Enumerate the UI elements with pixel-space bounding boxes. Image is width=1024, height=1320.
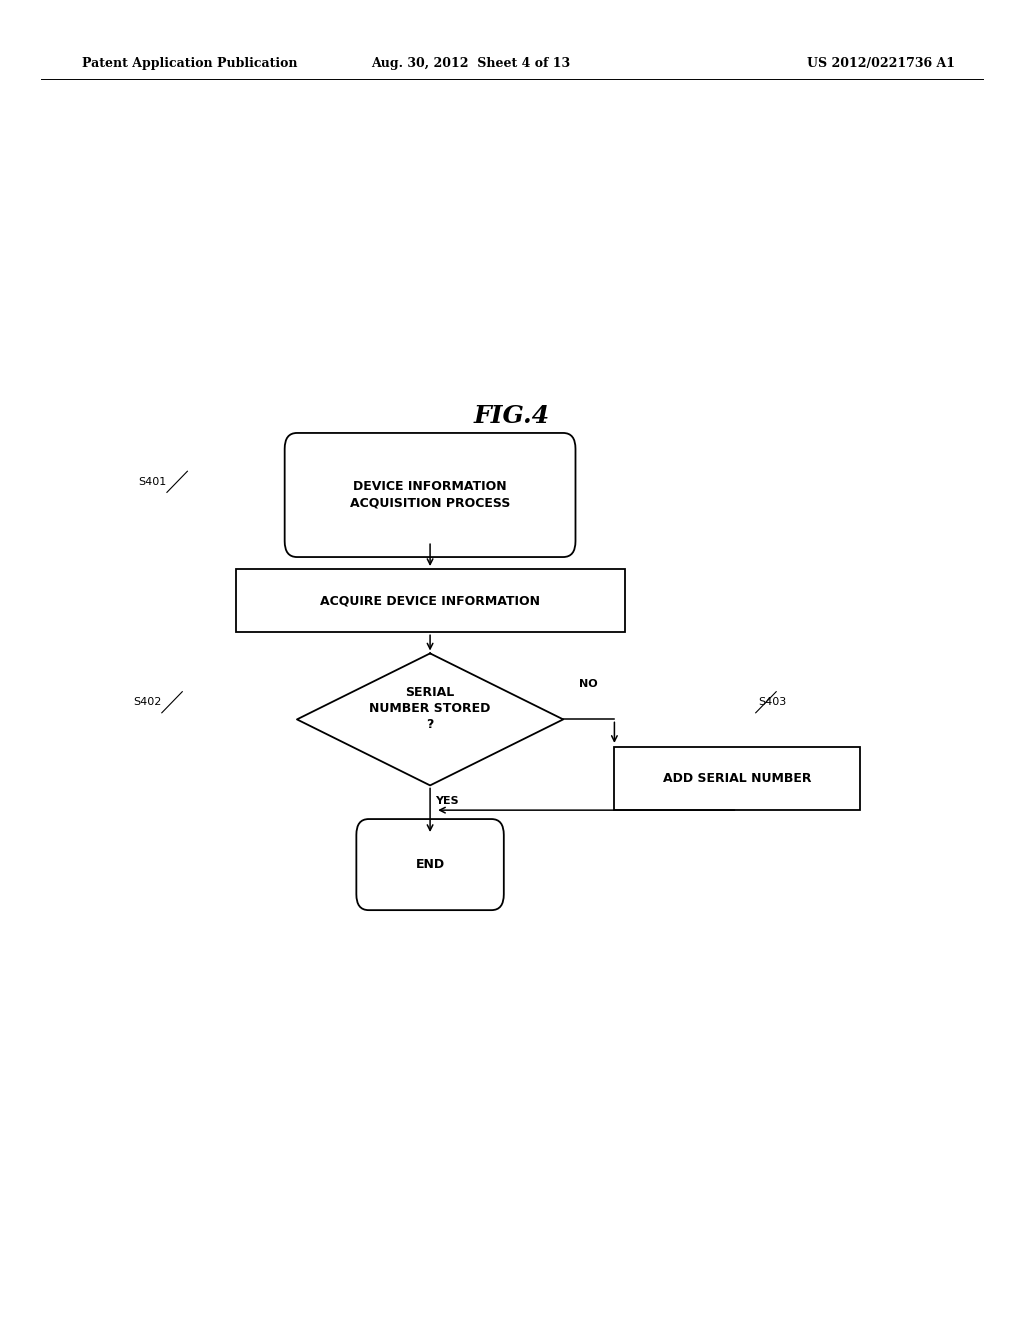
Bar bbox=[614, 747, 860, 810]
Polygon shape bbox=[297, 653, 563, 785]
Text: Patent Application Publication: Patent Application Publication bbox=[82, 57, 297, 70]
Text: DEVICE INFORMATION
ACQUISITION PROCESS: DEVICE INFORMATION ACQUISITION PROCESS bbox=[350, 480, 510, 510]
Text: S401: S401 bbox=[138, 477, 167, 487]
Text: ACQUIRE DEVICE INFORMATION: ACQUIRE DEVICE INFORMATION bbox=[321, 594, 540, 607]
Text: US 2012/0221736 A1: US 2012/0221736 A1 bbox=[807, 57, 954, 70]
Text: NO: NO bbox=[580, 678, 598, 689]
Text: S402: S402 bbox=[133, 697, 162, 708]
Bar bbox=[236, 569, 625, 632]
Text: END: END bbox=[416, 858, 444, 871]
Text: SERIAL
NUMBER STORED
?: SERIAL NUMBER STORED ? bbox=[370, 686, 490, 731]
FancyBboxPatch shape bbox=[285, 433, 575, 557]
Text: Aug. 30, 2012  Sheet 4 of 13: Aug. 30, 2012 Sheet 4 of 13 bbox=[372, 57, 570, 70]
FancyBboxPatch shape bbox=[356, 818, 504, 911]
Text: YES: YES bbox=[435, 796, 459, 807]
Text: FIG.4: FIG.4 bbox=[474, 404, 550, 428]
Text: S403: S403 bbox=[758, 697, 786, 708]
Text: ADD SERIAL NUMBER: ADD SERIAL NUMBER bbox=[663, 772, 812, 785]
